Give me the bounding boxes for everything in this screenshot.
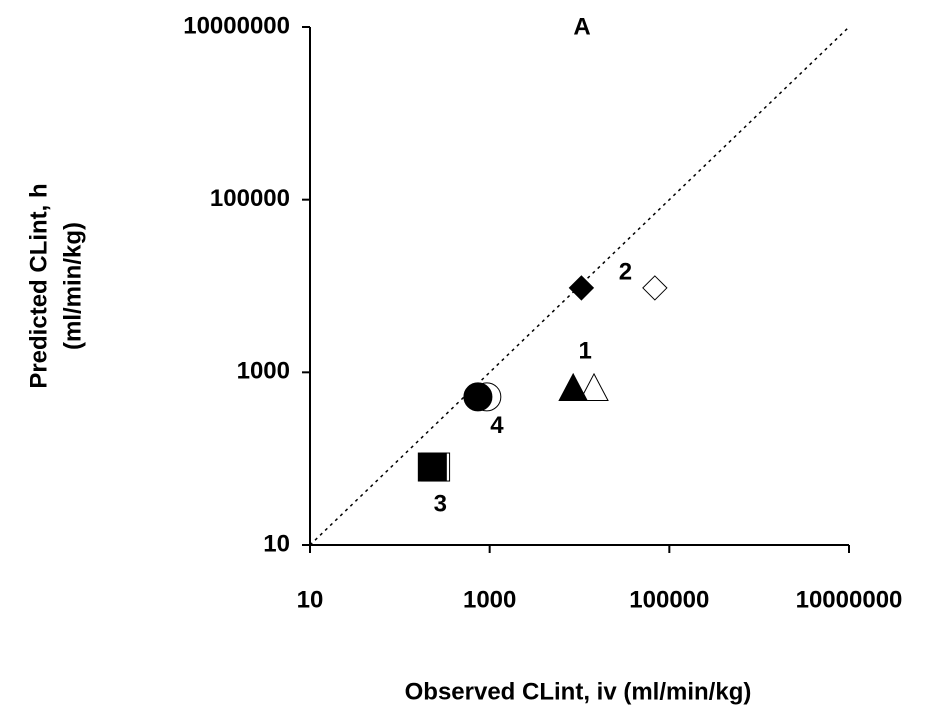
point-label: 1 — [578, 337, 591, 364]
y-tick-label: 10000000 — [183, 12, 290, 39]
y-axis-label: (ml/min/kg) — [59, 222, 86, 350]
y-axis-label: Predicted CLint, h — [25, 183, 52, 388]
point — [558, 372, 588, 402]
point — [568, 275, 595, 301]
x-tick-label: 10000000 — [796, 586, 903, 613]
x-axis-label: Observed CLint, iv (ml/min/kg) — [405, 678, 752, 705]
point — [642, 275, 668, 301]
point — [463, 382, 493, 412]
x-tick-label: 100000 — [629, 586, 709, 613]
point — [417, 452, 447, 482]
point-label: 2 — [619, 258, 632, 285]
point-label: 4 — [490, 412, 504, 439]
point-label: 3 — [434, 490, 447, 517]
y-tick-label: 100000 — [210, 185, 290, 212]
point — [579, 372, 609, 402]
y-tick-label: 1000 — [237, 358, 290, 385]
chart-title: A — [573, 13, 590, 40]
x-tick-label: 10 — [297, 586, 324, 613]
y-tick-label: 10 — [263, 530, 290, 557]
x-tick-label: 1000 — [463, 586, 516, 613]
